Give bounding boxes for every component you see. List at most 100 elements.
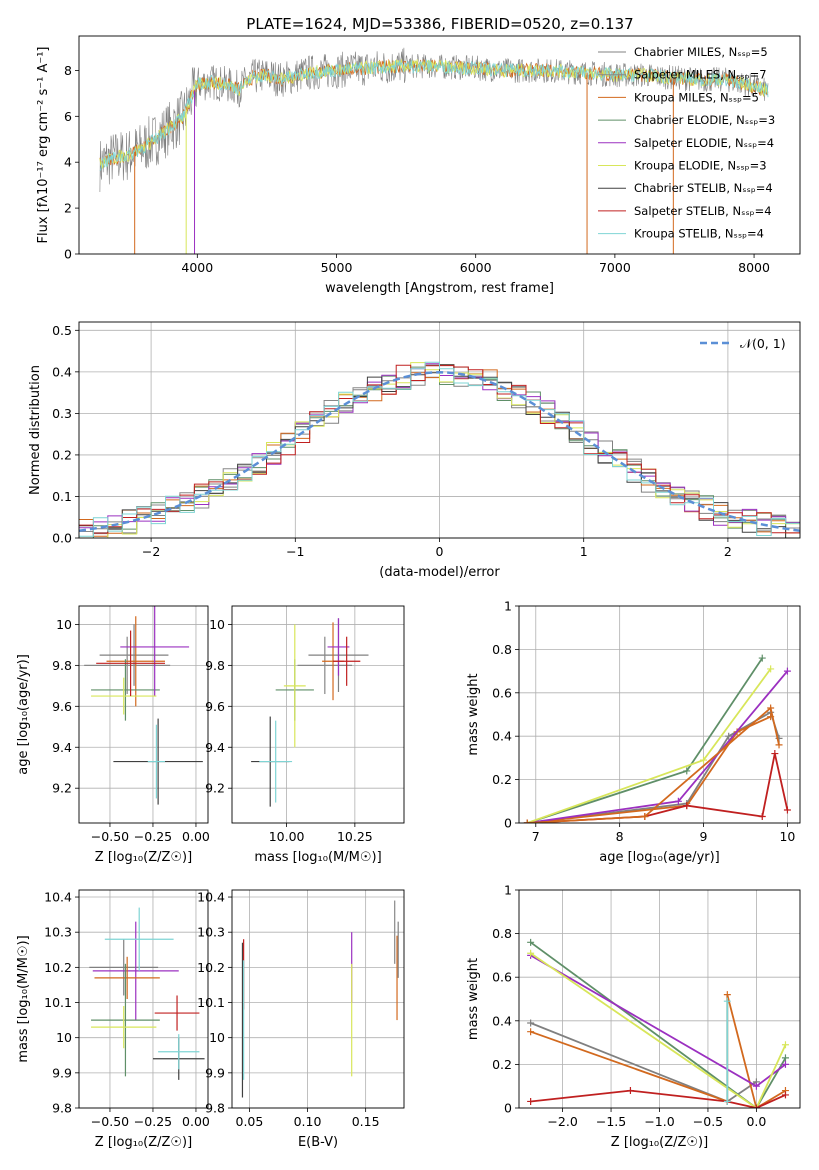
tick-label-x: 10 (779, 829, 795, 844)
tick-label-y: 10.3 (44, 925, 72, 940)
weight-marker (758, 654, 766, 662)
plot-area (84, 606, 203, 805)
tick-label-x: 0.00 (182, 1114, 210, 1129)
weight-marker (723, 1097, 731, 1105)
chart-mass-vs-z: −0.50 −0.25 0.00 9.8 9.9 10 10.1 10.2 10.3 10.4 Z … (16, 890, 210, 1150)
weight-line (530, 952, 787, 1108)
tick-label-x: 0 (436, 544, 444, 559)
tick-label-y: 10.3 (197, 925, 225, 940)
y-axis-label: mass weight (466, 958, 481, 1040)
tick-label-y: 9.6 (205, 699, 225, 714)
axes-frame (518, 889, 801, 1109)
weight-marker (783, 806, 791, 814)
tick-label-y: 1 (504, 599, 512, 614)
chart-weight-vs-z: −2.0 −1.5 −1.0 −0.5 0.0 0 0.2 0.4 0.6 0.8 1 Z [log₁… (466, 883, 801, 1150)
plot-area (99, 47, 769, 254)
weight-marker (527, 1028, 535, 1036)
axes-frame (78, 321, 801, 539)
weight-marker (641, 812, 649, 820)
weight-marker (767, 704, 775, 712)
tick-label-x: 5000 (321, 260, 353, 275)
weight-line (530, 994, 786, 1108)
weight-line (527, 706, 780, 823)
tick-label-y: 10 (209, 1030, 225, 1045)
weight-line (527, 657, 764, 823)
histogram-series (79, 361, 800, 537)
tick-label-y: 0.4 (52, 364, 72, 379)
weight-marker (723, 991, 731, 999)
spectrum-model-line (99, 58, 769, 171)
tick-label-y: 0.1 (52, 489, 72, 504)
tick-label-x: 8 (616, 829, 624, 844)
tick-label-x: 0.0 (746, 1114, 766, 1129)
weight-marker (752, 1082, 760, 1090)
tick-label-x: 7 (532, 829, 540, 844)
tick-label-x: 1 (580, 544, 588, 559)
weight-line (530, 941, 787, 1108)
tick-label-x: 2 (724, 544, 732, 559)
weight-marker (781, 1091, 789, 1099)
weight-marker (775, 741, 783, 749)
figure-title: PLATE=1624, MJD=53386, FIBERID=0520, z=0… (246, 15, 633, 33)
axes-frame (78, 605, 209, 824)
tick-label-y: 10.4 (44, 890, 72, 905)
tick-label-y: 9.8 (205, 658, 225, 673)
legend-label: 𝒩(0, 1) (740, 336, 786, 351)
tick-label-y: 9.8 (52, 658, 72, 673)
tick-label-y: 10.2 (197, 960, 225, 975)
tick-label-y: 0.5 (52, 323, 72, 338)
axes-frame (78, 889, 209, 1109)
tick-label-y: 0 (504, 816, 512, 831)
weight-marker (767, 665, 775, 673)
tick-label-y: 9.8 (52, 1101, 72, 1116)
tick-label-y: 6 (64, 109, 72, 124)
chart-residuals: −2 −1 0 1 2 0.0 0.1 0.2 0.3 0.4 0.5 𝒩(0, 1) (data-mo… (28, 321, 801, 580)
x-axis-label: wavelength [Angstrom, rest frame] (325, 281, 554, 296)
plot-area (89, 907, 205, 1080)
weight-marker (781, 1041, 789, 1049)
weight-marker (626, 1087, 634, 1095)
tick-label-y: 9.2 (52, 781, 72, 796)
y-axis-label: age [log₁₀(age/yr)] (16, 654, 31, 775)
tick-label-y: 1 (504, 883, 512, 898)
weight-marker (781, 1060, 789, 1068)
plot-area (79, 361, 800, 538)
weight-marker (527, 949, 535, 957)
tick-label-x: 10.25 (337, 829, 373, 844)
x-axis-label: Z [log₁₀(Z/Z☉)] (611, 1135, 708, 1150)
axes-frame (231, 605, 405, 824)
tick-label-x: 9 (700, 829, 708, 844)
weight-marker (527, 1019, 535, 1027)
weight-line (527, 753, 789, 823)
x-axis-label: (data-model)/error (379, 565, 500, 580)
tick-label-x: −0.50 (91, 1114, 129, 1129)
tick-label-y: 8 (64, 63, 72, 78)
tick-label-y: 0.2 (492, 1057, 512, 1072)
tick-label-x: −2.0 (547, 1114, 577, 1129)
tick-label-y: 0.0 (52, 531, 72, 546)
axes-frame (231, 889, 405, 1109)
x-axis-label: Z [log₁₀(Z/Z☉)] (95, 850, 192, 865)
tick-label-y: 10.1 (44, 995, 72, 1010)
legend-label: Chabrier MILES, Nₛₛₚ=5 (634, 45, 768, 59)
weight-marker (527, 938, 535, 946)
tick-label-x: −0.25 (134, 1114, 172, 1129)
tick-label-y: 0.6 (492, 970, 512, 985)
tick-label-y: 0.8 (492, 926, 512, 941)
tick-label-y: 10.2 (44, 960, 72, 975)
tick-label-x: 0.10 (294, 1114, 322, 1129)
chart-age-vs-mass: 10.00 10.25 9.2 9.4 9.6 9.8 10 mass [log₁₀(M/M☉… (205, 605, 405, 865)
weight-marker (781, 1054, 789, 1062)
tick-label-y: 9.6 (52, 699, 72, 714)
tick-label-y: 0.6 (492, 685, 512, 700)
tick-label-y: 9.2 (205, 781, 225, 796)
tick-label-y: 9.9 (52, 1065, 72, 1080)
tick-label-y: 9.9 (205, 1065, 225, 1080)
tick-label-x: 0.15 (352, 1114, 380, 1129)
y-axis-label: mass [log₁₀(M/M☉)] (16, 935, 31, 1062)
tick-label-y: 0.2 (52, 447, 72, 462)
x-axis-label: E(B-V) (298, 1135, 338, 1150)
y-axis-label: Flux [fλ10⁻¹⁷ erg cm⁻² s⁻¹ A⁻¹] (36, 47, 51, 244)
chart-weight-vs-age: 7 8 9 10 0 0.2 0.4 0.6 0.8 1 age [log₁₀(age/yr)] ma… (466, 599, 801, 865)
tick-label-y: 10.4 (197, 890, 225, 905)
